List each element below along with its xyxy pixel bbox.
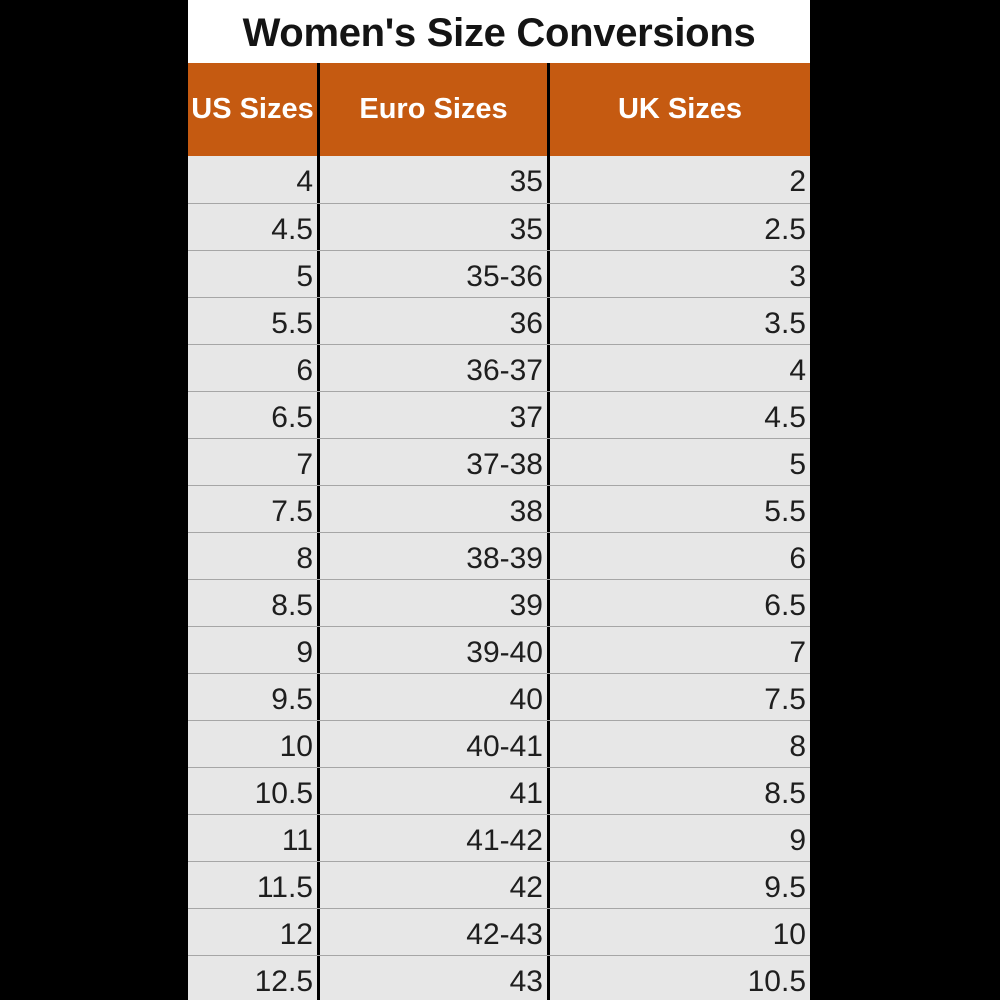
page-title: Women's Size Conversions — [188, 0, 810, 63]
euro-size-cell: 41-42 — [320, 815, 550, 861]
us-size-cell: 9.5 — [188, 674, 320, 720]
euro-size-cell: 35-36 — [320, 251, 550, 297]
us-size-cell: 10.5 — [188, 768, 320, 814]
table-row: 8 38-39 6 — [188, 532, 810, 579]
uk-size-cell: 4.5 — [764, 401, 806, 434]
column-header-us-sizes: US Sizes — [188, 63, 320, 156]
euro-size-cell: 35 — [320, 204, 550, 250]
table-row: 12 42-43 10 — [188, 908, 810, 955]
us-size-cell: 5.5 — [188, 298, 320, 344]
uk-size-cell: 5.5 — [764, 495, 806, 528]
euro-size-cell: 38 — [320, 486, 550, 532]
table-row: 6 36-37 4 — [188, 344, 810, 391]
table-row: 9 39-40 7 — [188, 626, 810, 673]
uk-size-cell: 10.5 — [747, 965, 806, 998]
column-header-uk-sizes: UK Sizes — [617, 93, 743, 125]
table-header-row: US Sizes Euro Sizes UK Sizes — [188, 63, 810, 156]
table-row: 8.5 39 6.5 — [188, 579, 810, 626]
euro-size-cell: 40-41 — [320, 721, 550, 767]
table-row: 9.5 40 7.5 — [188, 673, 810, 720]
table-row: 10 40-41 8 — [188, 720, 810, 767]
us-size-cell: 6.5 — [188, 392, 320, 438]
uk-size-cell: 8 — [789, 730, 806, 763]
table-body: 4 35 2 4.5 35 2.5 5 35-36 3 5.5 36 3.5 6 36-37 4 6.5 37 4… — [188, 156, 810, 1000]
euro-size-cell: 41 — [320, 768, 550, 814]
us-size-cell: 8 — [188, 533, 320, 579]
us-size-cell: 4.5 — [188, 204, 320, 250]
us-size-cell: 10 — [188, 721, 320, 767]
uk-size-cell: 2 — [789, 165, 806, 198]
size-conversion-chart: Women's Size Conversions US Sizes Euro S… — [188, 0, 810, 1000]
uk-size-cell: 5 — [789, 448, 806, 481]
us-size-cell: 12.5 — [188, 956, 320, 1000]
euro-size-cell: 37 — [320, 392, 550, 438]
euro-size-cell: 39 — [320, 580, 550, 626]
euro-size-cell: 36 — [320, 298, 550, 344]
euro-size-cell: 42-43 — [320, 909, 550, 955]
us-size-cell: 12 — [188, 909, 320, 955]
uk-size-cell: 9 — [789, 824, 806, 857]
uk-size-cell: 6 — [789, 542, 806, 575]
euro-size-cell: 39-40 — [320, 627, 550, 673]
uk-size-cell: 6.5 — [764, 589, 806, 622]
uk-size-cell: 8.5 — [764, 777, 806, 810]
us-size-cell: 7 — [188, 439, 320, 485]
uk-size-cell: 7.5 — [764, 683, 806, 716]
uk-size-cell: 10 — [772, 918, 806, 951]
table-row: 5 35-36 3 — [188, 250, 810, 297]
uk-size-cell: 9.5 — [764, 871, 806, 904]
euro-size-cell: 42 — [320, 862, 550, 908]
table-row: 5.5 36 3.5 — [188, 297, 810, 344]
table-row: 7.5 38 5.5 — [188, 485, 810, 532]
us-size-cell: 6 — [188, 345, 320, 391]
uk-size-cell: 3 — [789, 260, 806, 293]
table-row: 11 41-42 9 — [188, 814, 810, 861]
us-size-cell: 5 — [188, 251, 320, 297]
column-header-euro-sizes: Euro Sizes — [320, 63, 550, 156]
uk-size-cell: 4 — [789, 354, 806, 387]
euro-size-cell: 40 — [320, 674, 550, 720]
euro-size-cell: 37-38 — [320, 439, 550, 485]
euro-size-cell: 38-39 — [320, 533, 550, 579]
uk-size-cell: 7 — [789, 636, 806, 669]
us-size-cell: 11.5 — [188, 862, 320, 908]
table-row: 11.5 42 9.5 — [188, 861, 810, 908]
euro-size-cell: 36-37 — [320, 345, 550, 391]
table-row: 7 37-38 5 — [188, 438, 810, 485]
table-row: 4 35 2 — [188, 156, 810, 203]
us-size-cell: 8.5 — [188, 580, 320, 626]
euro-size-cell: 35 — [320, 156, 550, 203]
us-size-cell: 7.5 — [188, 486, 320, 532]
us-size-cell: 4 — [188, 156, 320, 203]
euro-size-cell: 43 — [320, 956, 550, 1000]
us-size-cell: 11 — [188, 815, 320, 861]
uk-size-cell: 3.5 — [764, 307, 806, 340]
us-size-cell: 9 — [188, 627, 320, 673]
table-row: 12.5 43 10.5 — [188, 955, 810, 1000]
uk-size-cell: 2.5 — [764, 213, 806, 246]
table-row: 6.5 37 4.5 — [188, 391, 810, 438]
table-row: 10.5 41 8.5 — [188, 767, 810, 814]
table-row: 4.5 35 2.5 — [188, 203, 810, 250]
